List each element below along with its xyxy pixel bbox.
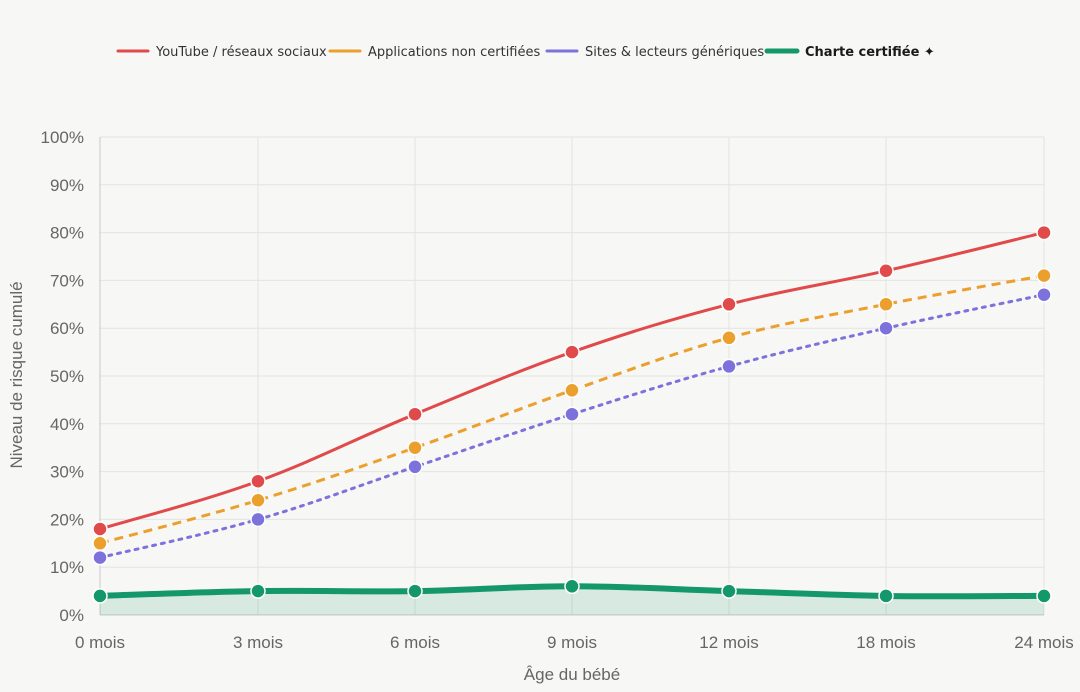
- x-axis-title: Âge du bébé: [524, 665, 620, 684]
- x-tick-label: 18 mois: [856, 633, 916, 652]
- data-point[interactable]: [92, 521, 108, 537]
- legend: YouTube / réseaux sociaux Applications no…: [116, 45, 935, 60]
- data-point[interactable]: [1036, 267, 1052, 284]
- y-tick-label: 10%: [50, 558, 84, 577]
- data-point[interactable]: [1036, 286, 1052, 303]
- y-tick-label: 0%: [59, 606, 84, 625]
- y-tick-label: 80%: [50, 224, 84, 243]
- y-tick-label: 100%: [41, 128, 84, 147]
- y-tick-label: 20%: [50, 510, 84, 529]
- x-tick-label: 6 mois: [390, 633, 440, 652]
- series-1: [92, 267, 1052, 552]
- data-point[interactable]: [564, 344, 580, 360]
- data-point[interactable]: [1036, 224, 1052, 241]
- y-tick-label: 60%: [50, 319, 84, 338]
- data-point[interactable]: [92, 535, 108, 552]
- data-point[interactable]: [250, 511, 266, 528]
- legend-label: YouTube / réseaux sociaux: [155, 45, 327, 60]
- data-point[interactable]: [407, 583, 423, 599]
- data-point[interactable]: [721, 296, 737, 313]
- y-tick-label: 70%: [50, 271, 84, 290]
- series-3: [92, 578, 1052, 615]
- y-tick-label: 90%: [50, 176, 84, 195]
- data-point[interactable]: [878, 320, 894, 336]
- legend-item[interactable]: YouTube / réseaux sociaux: [116, 45, 327, 60]
- data-point[interactable]: [878, 263, 894, 279]
- data-point[interactable]: [564, 406, 580, 422]
- legend-item[interactable]: Applications non certifiées: [328, 45, 540, 60]
- x-tick-label: 0 mois: [75, 633, 125, 652]
- data-point[interactable]: [721, 330, 737, 346]
- data-point[interactable]: [878, 588, 894, 604]
- y-tick-label: 50%: [50, 367, 84, 386]
- grid: [99, 136, 1045, 616]
- y-tick-label: 30%: [50, 463, 84, 482]
- legend-label: Applications non certifiées: [368, 45, 540, 60]
- series-layer: [92, 224, 1052, 615]
- series-2: [92, 286, 1052, 566]
- data-point[interactable]: [721, 358, 737, 375]
- y-tick-label: 40%: [50, 415, 84, 434]
- axes: 0% 10% 20% 30% 40% 50% 60% 70% 80% 90% 100% 0 mois 3…: [41, 128, 1074, 652]
- legend-label: Sites & lecteurs génériques: [585, 45, 764, 60]
- data-point[interactable]: [407, 459, 423, 475]
- data-point[interactable]: [407, 406, 423, 422]
- data-point[interactable]: [250, 583, 266, 599]
- data-point[interactable]: [564, 578, 580, 595]
- legend-item[interactable]: Sites & lecteurs génériques: [545, 45, 764, 60]
- series-0: [92, 224, 1052, 537]
- data-point[interactable]: [250, 473, 266, 489]
- data-point[interactable]: [407, 439, 423, 456]
- legend-item[interactable]: Charte certifiée ✦: [764, 45, 935, 60]
- data-point[interactable]: [564, 382, 580, 399]
- x-tick-label: 24 mois: [1014, 633, 1074, 652]
- data-point[interactable]: [92, 588, 108, 604]
- x-tick-label: 9 mois: [547, 633, 597, 652]
- data-point[interactable]: [878, 296, 894, 313]
- y-axis-title: Niveau de risque cumulé: [7, 281, 26, 468]
- legend-label: Charte certifiée ✦: [805, 45, 935, 60]
- data-point[interactable]: [92, 549, 108, 566]
- x-tick-label: 12 mois: [699, 633, 759, 652]
- data-point[interactable]: [250, 492, 266, 509]
- x-tick-label: 3 mois: [233, 633, 283, 652]
- data-point[interactable]: [1036, 588, 1052, 604]
- data-point[interactable]: [721, 583, 737, 599]
